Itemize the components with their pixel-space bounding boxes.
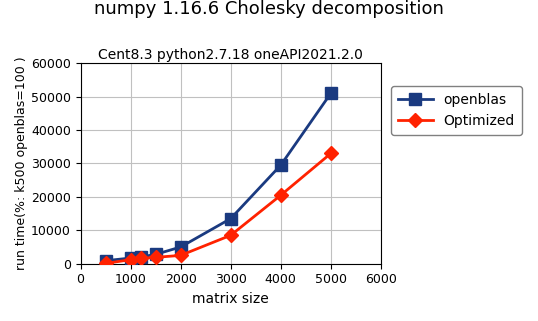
- Optimized: [137, 256, 144, 260]
- Y-axis label: run time(%: k500 openblas=100 ): run time(%: k500 openblas=100 ): [15, 56, 28, 270]
- openblas: [152, 252, 159, 256]
- Optimized: [128, 258, 134, 262]
- Line: openblas: openblas: [100, 88, 336, 266]
- openblas: [278, 163, 284, 167]
- Title: Cent8.3 python2.7.18 oneAPI2021.2.0: Cent8.3 python2.7.18 oneAPI2021.2.0: [98, 48, 363, 62]
- Optimized: [278, 193, 284, 197]
- Line: Optimized: Optimized: [101, 149, 336, 268]
- Optimized: [228, 233, 234, 237]
- Optimized: [102, 262, 109, 265]
- openblas: [102, 259, 109, 263]
- Optimized: [152, 256, 159, 259]
- Text: numpy 1.16.6 Cholesky decomposition: numpy 1.16.6 Cholesky decomposition: [94, 0, 444, 18]
- Legend: openblas, Optimized: openblas, Optimized: [391, 86, 522, 135]
- Optimized: [178, 254, 184, 257]
- openblas: [328, 91, 334, 95]
- openblas: [128, 256, 134, 260]
- openblas: [137, 255, 144, 259]
- openblas: [228, 217, 234, 221]
- X-axis label: matrix size: matrix size: [192, 292, 269, 306]
- openblas: [178, 245, 184, 249]
- Optimized: [328, 152, 334, 155]
